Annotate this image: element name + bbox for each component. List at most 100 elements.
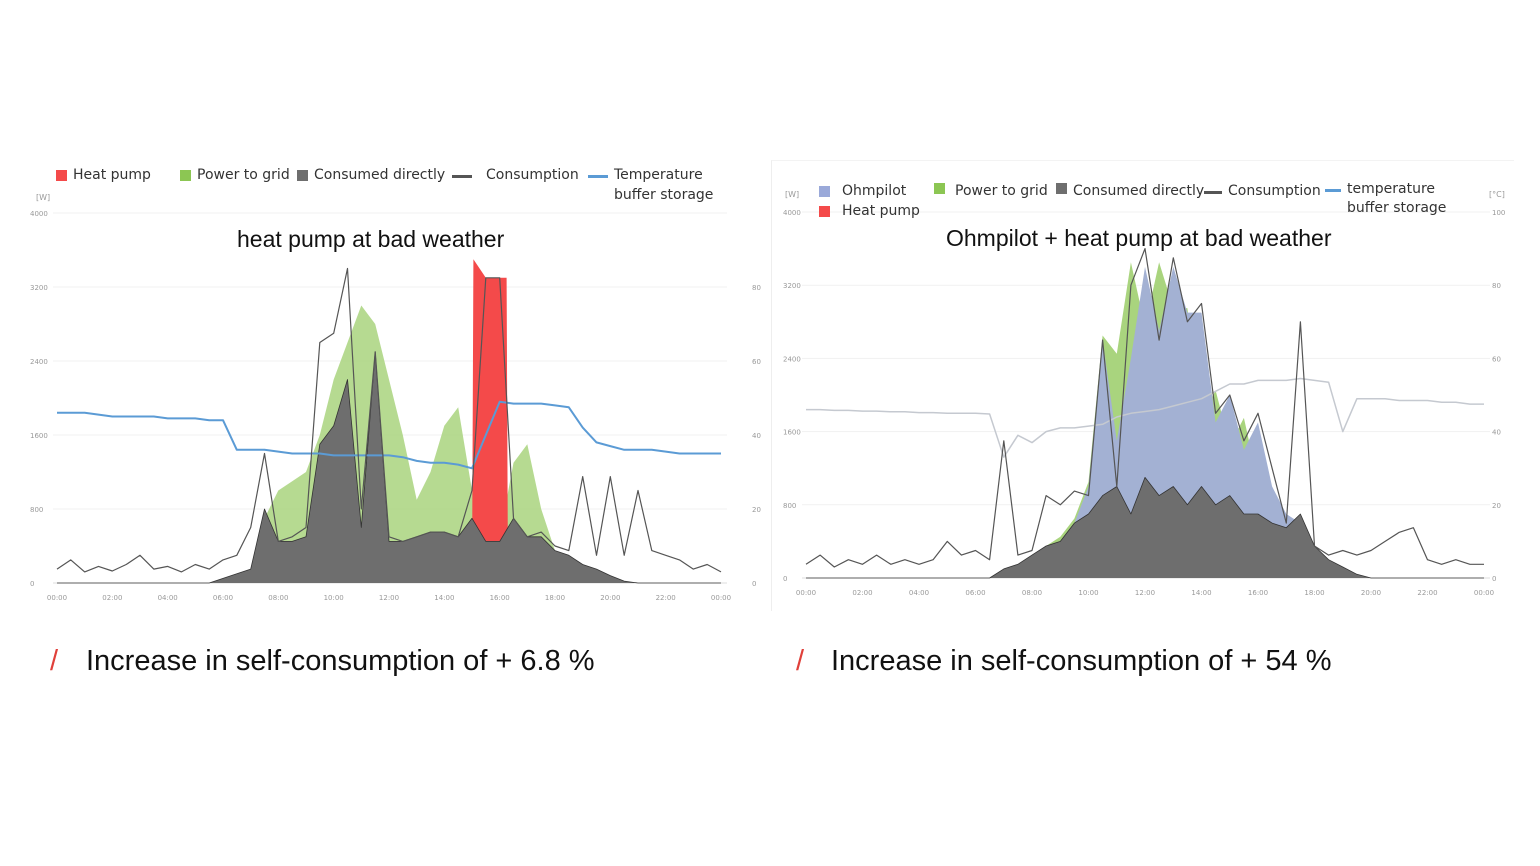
legend-label: Power to grid xyxy=(955,183,1048,199)
left-chart: 0 800 1600 2400 3200 4000 0 20 40 60 80 00:00 02:00 0… xyxy=(30,210,761,602)
consumed-directly-outline xyxy=(57,351,721,584)
left-chart-title: heat pump at bad weather xyxy=(237,226,505,252)
y-tick-label: 0 xyxy=(30,580,34,588)
legend-label: Consumed directly xyxy=(1073,183,1205,199)
legend-label: Temperature buffer storage xyxy=(614,167,714,203)
y-axis-unit: [W] xyxy=(36,193,51,202)
legend-label: Heat pump xyxy=(73,167,151,183)
legend-temperature: Temperature buffer storage xyxy=(588,167,714,205)
y-tick-label: 0 xyxy=(783,575,787,583)
right-result-text: Increase in self-consumption of + 54 % xyxy=(831,645,1332,677)
y2-tick-label: 60 xyxy=(752,358,761,366)
consumption-line xyxy=(56,267,722,573)
left-result-text: Increase in self-consumption of + 6.8 % xyxy=(86,645,595,677)
x-tick-label: 20:00 xyxy=(600,594,620,602)
y-tick-label: 2400 xyxy=(783,355,801,363)
consumed-directly-outline xyxy=(806,477,1484,579)
x-tick-label: 22:00 xyxy=(656,594,676,602)
consumption-line-icon xyxy=(452,175,472,178)
y2-tick-label: 100 xyxy=(1492,209,1505,217)
right-chart-title: Ohmpilot + heat pump at bad weather xyxy=(946,225,1332,251)
x-tick-label: 14:00 xyxy=(434,594,454,602)
x-tick-label: 14:00 xyxy=(1191,589,1211,597)
consumption-line xyxy=(805,248,1484,568)
x-tick-label: 06:00 xyxy=(965,589,985,597)
legend-label: Ohmpilot xyxy=(842,183,907,199)
legend-power-to-grid: Power to grid xyxy=(934,183,1048,199)
y2-tick-label: 80 xyxy=(1492,282,1501,290)
consumed-directly-swatch-icon xyxy=(1056,183,1067,194)
legend-ohmpilot: Ohmpilot xyxy=(819,183,906,199)
bullet-slash-icon: / xyxy=(796,645,805,677)
x-tick-label: 22:00 xyxy=(1417,589,1437,597)
x-tick-label: 20:00 xyxy=(1361,589,1381,597)
legend-label: Consumed directly xyxy=(314,167,446,183)
legend-label: Consumption xyxy=(486,167,579,183)
x-tick-label: 18:00 xyxy=(545,594,565,602)
consumed-directly-swatch-icon xyxy=(297,170,308,181)
heat-pump-swatch-icon xyxy=(56,170,67,181)
x-tick-label: 00:00 xyxy=(796,589,816,597)
power-to-grid-area xyxy=(57,305,721,583)
x-tick-label: 06:00 xyxy=(213,594,233,602)
y-tick-label: 3200 xyxy=(30,284,48,292)
ohmpilot-area xyxy=(806,266,1484,578)
x-tick-label: 02:00 xyxy=(852,589,872,597)
power-to-grid-swatch-icon xyxy=(180,170,191,181)
y2-tick-label: 0 xyxy=(752,580,756,588)
y2-tick-label: 60 xyxy=(1492,355,1501,363)
x-tick-label: 12:00 xyxy=(379,594,399,602)
temperature-line xyxy=(806,377,1484,458)
temperature-line xyxy=(57,400,721,470)
x-tick-label: 08:00 xyxy=(1022,589,1042,597)
y-tick-label: 800 xyxy=(30,506,43,514)
y-tick-label: 1600 xyxy=(30,432,48,440)
legend-label: temperature buffer storage xyxy=(1347,181,1447,216)
y-tick-label: 4000 xyxy=(783,209,801,217)
legend-consumption: Consumption xyxy=(1204,183,1321,199)
y2-tick-label: 40 xyxy=(752,432,761,440)
x-tick-label: 18:00 xyxy=(1304,589,1324,597)
x-tick-label: 00:00 xyxy=(711,594,731,602)
y-tick-label: 800 xyxy=(783,502,796,510)
y2-tick-label: 20 xyxy=(1492,502,1501,510)
x-tick-label: 16:00 xyxy=(1248,589,1268,597)
legend-consumption: Consumption xyxy=(452,167,579,183)
y2-tick-label: 40 xyxy=(1492,429,1501,437)
consumption-line-icon xyxy=(1204,191,1222,194)
consumed-directly-area xyxy=(806,477,1484,578)
heat-pump-area xyxy=(472,259,508,583)
ohmpilot-swatch-icon xyxy=(819,186,830,197)
x-tick-label: 02:00 xyxy=(102,594,122,602)
heat-pump-swatch-icon xyxy=(819,206,830,217)
y-tick-label: 1600 xyxy=(783,429,801,437)
y-tick-label: 3200 xyxy=(783,282,801,290)
x-tick-label: 00:00 xyxy=(1474,589,1494,597)
y2-axis-unit: [°C] xyxy=(1489,190,1505,199)
bullet-slash-icon: / xyxy=(50,645,59,677)
legend-heat-pump: Heat pump xyxy=(56,167,151,183)
legend-label: Power to grid xyxy=(197,167,290,183)
x-tick-label: 10:00 xyxy=(1078,589,1098,597)
y2-tick-label: 20 xyxy=(752,506,761,514)
temperature-line-icon xyxy=(588,175,608,178)
legend-label: Consumption xyxy=(1228,183,1321,199)
legend-temperature: temperature buffer storage xyxy=(1325,181,1447,218)
x-tick-label: 12:00 xyxy=(1135,589,1155,597)
y2-tick-label: 80 xyxy=(752,284,761,292)
y-tick-label: 2400 xyxy=(30,358,48,366)
x-tick-label: 00:00 xyxy=(47,594,67,602)
y-axis-unit: [W] xyxy=(785,190,800,199)
temperature-line-icon xyxy=(1325,189,1341,192)
x-tick-label: 16:00 xyxy=(490,594,510,602)
y2-tick-label: 0 xyxy=(1492,575,1496,583)
x-tick-label: 10:00 xyxy=(324,594,344,602)
legend-consumed-directly: Consumed directly xyxy=(297,167,445,183)
right-chart-panel xyxy=(771,160,1514,611)
legend-label: Heat pump xyxy=(842,203,920,219)
y-tick-label: 4000 xyxy=(30,210,48,218)
right-chart: 0 800 1600 2400 3200 4000 0 20 40 60 80 100 00:00 02:… xyxy=(783,209,1505,597)
x-tick-label: 04:00 xyxy=(909,589,929,597)
legend-power-to-grid: Power to grid xyxy=(180,167,290,183)
